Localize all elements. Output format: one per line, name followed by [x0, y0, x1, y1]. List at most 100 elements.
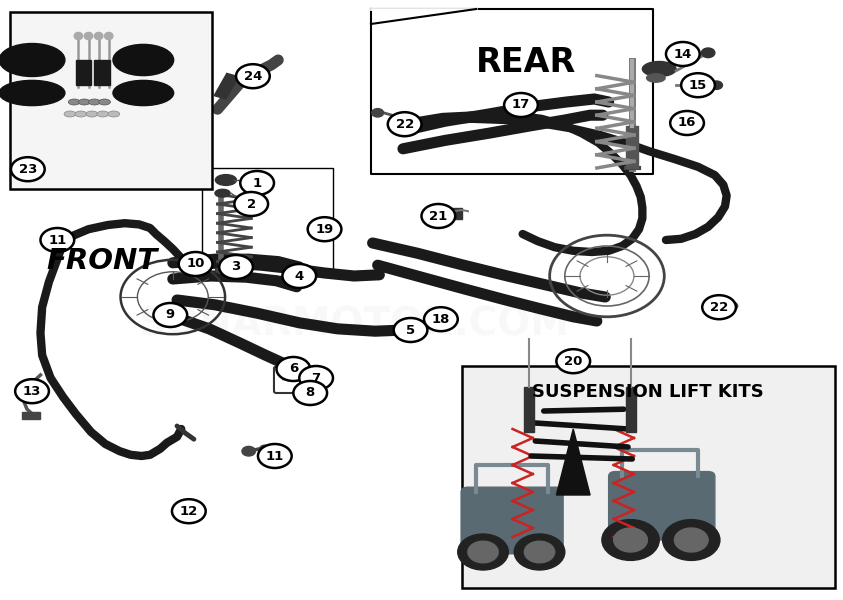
Text: 22: 22 [710, 301, 728, 314]
Bar [22, 412, 40, 419]
Text: FRONT: FRONT [46, 247, 158, 275]
Ellipse shape [78, 99, 90, 105]
FancyBboxPatch shape [609, 472, 715, 540]
Ellipse shape [97, 111, 109, 117]
Ellipse shape [94, 32, 103, 40]
Ellipse shape [89, 99, 100, 105]
Circle shape [422, 204, 455, 228]
Text: 2: 2 [247, 197, 255, 211]
Circle shape [702, 295, 736, 319]
Bar [76, 60, 91, 85]
Text: 1: 1 [253, 176, 261, 190]
Circle shape [172, 499, 206, 523]
Circle shape [701, 48, 715, 58]
Circle shape [153, 303, 187, 327]
Text: 24: 24 [244, 70, 262, 83]
Circle shape [260, 445, 270, 452]
Ellipse shape [647, 74, 665, 82]
Ellipse shape [99, 99, 110, 105]
Text: 14: 14 [674, 47, 692, 61]
Circle shape [258, 444, 292, 468]
Text: 16: 16 [678, 116, 696, 130]
Ellipse shape [113, 44, 174, 76]
Text: REAR: REAR [476, 46, 577, 79]
Circle shape [602, 520, 659, 560]
Bar [214, 73, 239, 99]
Circle shape [663, 520, 720, 560]
Bar [445, 208, 462, 219]
Circle shape [236, 64, 270, 88]
Ellipse shape [74, 32, 83, 40]
Bar [524, 387, 534, 432]
Text: 7: 7 [312, 371, 320, 385]
Text: 19: 19 [315, 223, 334, 236]
Circle shape [372, 109, 384, 117]
FancyBboxPatch shape [462, 366, 835, 588]
Circle shape [674, 528, 708, 552]
Circle shape [394, 318, 427, 342]
Circle shape [666, 42, 700, 66]
Polygon shape [556, 429, 590, 495]
Circle shape [504, 93, 538, 117]
Circle shape [299, 366, 333, 390]
Bar [626, 387, 636, 432]
Circle shape [670, 111, 704, 135]
Circle shape [282, 264, 316, 288]
Ellipse shape [75, 111, 87, 117]
Text: 6: 6 [289, 362, 298, 376]
Circle shape [15, 379, 49, 403]
Text: 23: 23 [19, 163, 37, 176]
Ellipse shape [642, 61, 676, 76]
Circle shape [179, 252, 212, 276]
Ellipse shape [105, 32, 113, 40]
Ellipse shape [0, 80, 65, 106]
Text: 9: 9 [166, 308, 175, 322]
Bar [626, 126, 638, 168]
Text: 10: 10 [186, 257, 205, 271]
Text: 18: 18 [432, 313, 450, 326]
Ellipse shape [84, 32, 93, 40]
FancyBboxPatch shape [10, 12, 212, 189]
Circle shape [614, 528, 647, 552]
Text: 4: 4 [295, 269, 303, 283]
Circle shape [234, 192, 268, 216]
Text: SONARMOTOR.COM: SONARMOTOR.COM [138, 305, 570, 343]
Text: 12: 12 [180, 505, 198, 518]
Text: 11: 11 [266, 449, 284, 463]
Text: 11: 11 [48, 233, 67, 247]
Ellipse shape [68, 99, 80, 105]
Circle shape [388, 112, 422, 136]
Ellipse shape [215, 190, 230, 197]
Circle shape [308, 217, 341, 241]
Ellipse shape [113, 80, 174, 106]
Circle shape [726, 302, 738, 310]
Circle shape [424, 307, 458, 331]
Ellipse shape [86, 111, 98, 117]
Bar [94, 60, 110, 85]
Circle shape [524, 541, 555, 563]
Circle shape [681, 73, 715, 97]
Circle shape [48, 235, 62, 245]
Circle shape [556, 349, 590, 373]
Circle shape [11, 157, 45, 181]
Circle shape [514, 534, 565, 570]
Circle shape [711, 81, 722, 89]
Ellipse shape [0, 43, 65, 76]
Text: 17: 17 [512, 98, 530, 112]
Text: 23: 23 [19, 160, 42, 178]
Ellipse shape [216, 175, 236, 185]
Circle shape [293, 381, 327, 405]
Text: 22: 22 [395, 118, 414, 131]
Text: 3: 3 [232, 260, 240, 274]
Text: 5: 5 [406, 323, 415, 337]
Text: 15: 15 [689, 79, 707, 92]
Text: SUSPENSION LIFT KITS: SUSPENSION LIFT KITS [533, 383, 764, 401]
Text: 20: 20 [564, 355, 583, 368]
Circle shape [468, 541, 498, 563]
Circle shape [458, 534, 508, 570]
Ellipse shape [64, 111, 76, 117]
Text: 21: 21 [429, 209, 448, 223]
Circle shape [240, 171, 274, 195]
Text: 13: 13 [23, 385, 41, 398]
Circle shape [242, 446, 255, 456]
